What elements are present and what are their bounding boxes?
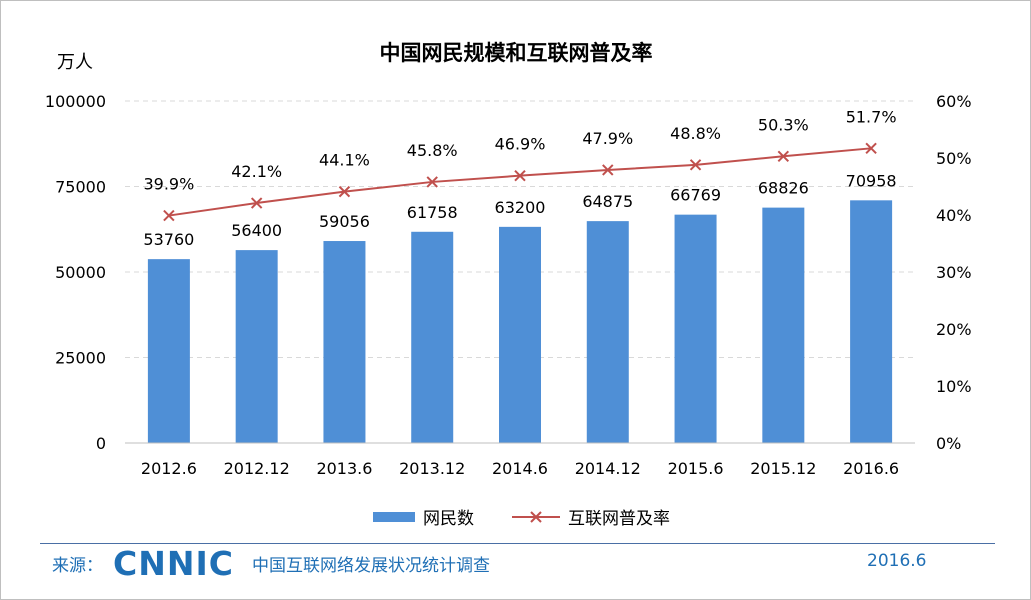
x-tick-label: 2015.12 [750, 459, 816, 478]
x-tick-label: 2014.6 [492, 459, 548, 478]
line-marker [865, 142, 877, 155]
line-value-label: 46.9% [495, 135, 546, 154]
line-marker [163, 209, 175, 222]
bar-value-label: 56400 [231, 221, 282, 240]
y-axis-unit-label: 万人 [57, 52, 93, 73]
line-value-label: 45.8% [407, 141, 458, 160]
y-left-tick-label: 25000 [55, 349, 106, 368]
y-right-tick-label: 50% [936, 149, 972, 168]
bar [323, 241, 366, 443]
bar-value-label: 64875 [582, 192, 633, 211]
line-value-label: 44.1% [319, 151, 370, 170]
y-right-tick-label: 40% [936, 206, 972, 225]
bar-value-label: 63200 [495, 198, 546, 217]
x-tick-label: 2016.6 [843, 459, 899, 478]
line-marker [338, 185, 351, 198]
bar [411, 231, 454, 443]
bar-value-label: 53760 [143, 230, 194, 249]
bar [499, 226, 541, 443]
bar-value-label: 61758 [407, 203, 458, 222]
x-tick-label: 2012.6 [141, 459, 197, 478]
line-marker [777, 150, 790, 162]
source-label: 来源： [52, 556, 103, 576]
legend-line-marker [530, 511, 542, 523]
y-right-tick-label: 60% [936, 92, 972, 111]
y-left-tick-label: 75000 [55, 178, 106, 197]
y-right-tick-label: 10% [936, 377, 972, 396]
y-right-tick-label: 0% [936, 434, 961, 453]
report-date: 2016.6 [867, 551, 927, 571]
bar-value-label: 70958 [846, 171, 897, 190]
bar [762, 207, 805, 443]
line-marker-stroke [163, 209, 175, 222]
legend-bar-label: 网民数 [423, 509, 474, 529]
line-value-label: 50.3% [758, 115, 809, 134]
legend-line-label: 互联网普及率 [568, 509, 670, 529]
line-marker [514, 169, 526, 182]
x-tick-label: 2013.6 [316, 459, 372, 478]
line-marker-stroke [514, 169, 526, 182]
legend: 网民数 互联网普及率 [373, 509, 670, 529]
bar-series [147, 200, 893, 443]
bar [586, 221, 629, 443]
line-marker-stroke [602, 164, 614, 176]
line-marker [250, 197, 263, 209]
footer-divider [40, 543, 995, 544]
y-right-tick-label: 20% [936, 320, 972, 339]
bar-value-label: 59056 [319, 212, 370, 231]
y-left-tick-label: 100000 [45, 92, 106, 111]
bar [147, 259, 190, 443]
x-tick-label: 2014.12 [575, 459, 641, 478]
chart-title: 中国网民规模和互联网普及率 [380, 41, 653, 65]
y-left-tick-label: 50000 [55, 263, 106, 282]
y-right-tick-label: 30% [936, 263, 972, 282]
x-tick-label: 2013.12 [399, 459, 465, 478]
line-value-label: 48.8% [670, 124, 721, 143]
bar-value-label: 66769 [670, 186, 721, 205]
line-marker [602, 164, 614, 176]
data-labels: 53760 56400 59056 61758 63200 64875 66769 68826… [143, 107, 896, 249]
line-series [163, 142, 877, 222]
line-marker-stroke [338, 185, 351, 198]
line-marker [689, 159, 702, 171]
axes: 0 25000 50000 75000 100000 0% 10% 20% 30% 40% 50% 6… [45, 92, 972, 478]
legend-bar-swatch [373, 512, 415, 522]
bar [850, 200, 893, 443]
bar [674, 214, 717, 443]
x-tick-label: 2015.6 [668, 459, 724, 478]
source-organization: 中国互联网络发展状况统计调查 [252, 556, 490, 576]
line-value-label: 51.7% [846, 107, 897, 126]
x-tick-label: 2012.12 [224, 459, 290, 478]
line-value-label: 42.1% [231, 162, 282, 181]
line-value-label: 39.9% [143, 175, 194, 194]
bar-value-label: 68826 [758, 179, 809, 198]
line-marker-stroke [426, 176, 438, 188]
line-marker-stroke [250, 197, 263, 209]
line-marker-stroke [689, 159, 702, 171]
y-left-tick-label: 0 [96, 434, 106, 453]
line-marker-stroke [777, 150, 790, 162]
cnnic-logo: CNNIC [113, 544, 234, 583]
bar [235, 250, 278, 443]
line-value-label: 47.9% [582, 129, 633, 148]
line-marker [426, 176, 438, 188]
line-marker-stroke [865, 142, 877, 155]
